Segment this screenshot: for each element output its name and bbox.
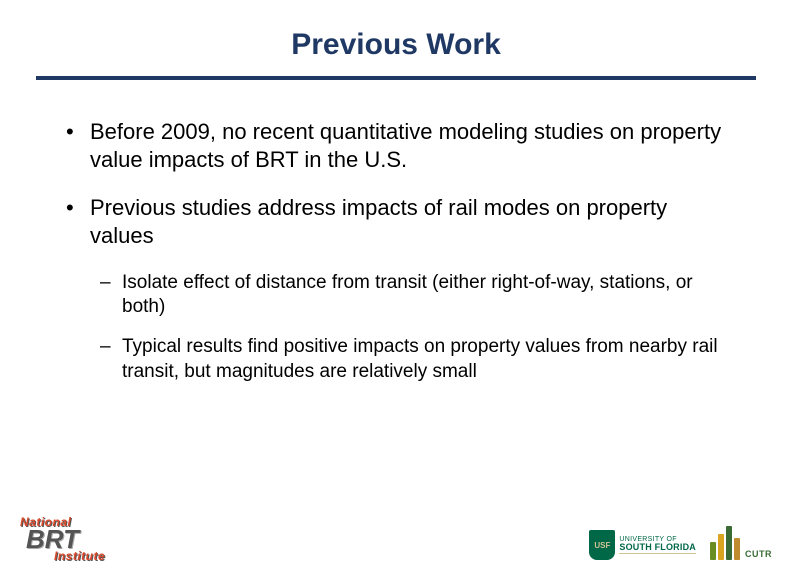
bullet-item: Before 2009, no recent quantitative mode… bbox=[60, 118, 732, 174]
cutr-logo: CUTR bbox=[710, 526, 772, 560]
nbrti-brt-text: BRT bbox=[26, 528, 79, 551]
nbrti-logo: National BRT Institute bbox=[20, 517, 105, 562]
cutr-bar bbox=[718, 534, 724, 560]
cutr-text: CUTR bbox=[745, 549, 772, 560]
slide: Previous Work Before 2009, no recent qua… bbox=[0, 0, 792, 576]
nbrti-institute-text: Institute bbox=[54, 551, 105, 562]
usf-line2: SOUTH FLORIDA bbox=[619, 543, 696, 554]
slide-content: Before 2009, no recent quantitative mode… bbox=[0, 80, 792, 384]
usf-shield-icon: USF bbox=[589, 530, 615, 560]
sub-bullet-item: Typical results find positive impacts on… bbox=[60, 335, 732, 384]
cutr-bar bbox=[734, 538, 740, 560]
usf-text: UNIVERSITY OF SOUTH FLORIDA bbox=[619, 536, 696, 554]
sub-bullet-item: Isolate effect of distance from transit … bbox=[60, 271, 732, 320]
cutr-bars-icon bbox=[710, 526, 740, 560]
cutr-bar bbox=[726, 526, 732, 560]
footer: National BRT Institute USF UNIVERSITY OF… bbox=[0, 510, 792, 566]
right-logos: USF UNIVERSITY OF SOUTH FLORIDA CUTR bbox=[589, 526, 772, 560]
usf-logo: USF UNIVERSITY OF SOUTH FLORIDA bbox=[589, 530, 696, 560]
bullet-item: Previous studies address impacts of rail… bbox=[60, 194, 732, 250]
slide-title: Previous Work bbox=[0, 0, 792, 76]
cutr-bar bbox=[710, 542, 716, 560]
